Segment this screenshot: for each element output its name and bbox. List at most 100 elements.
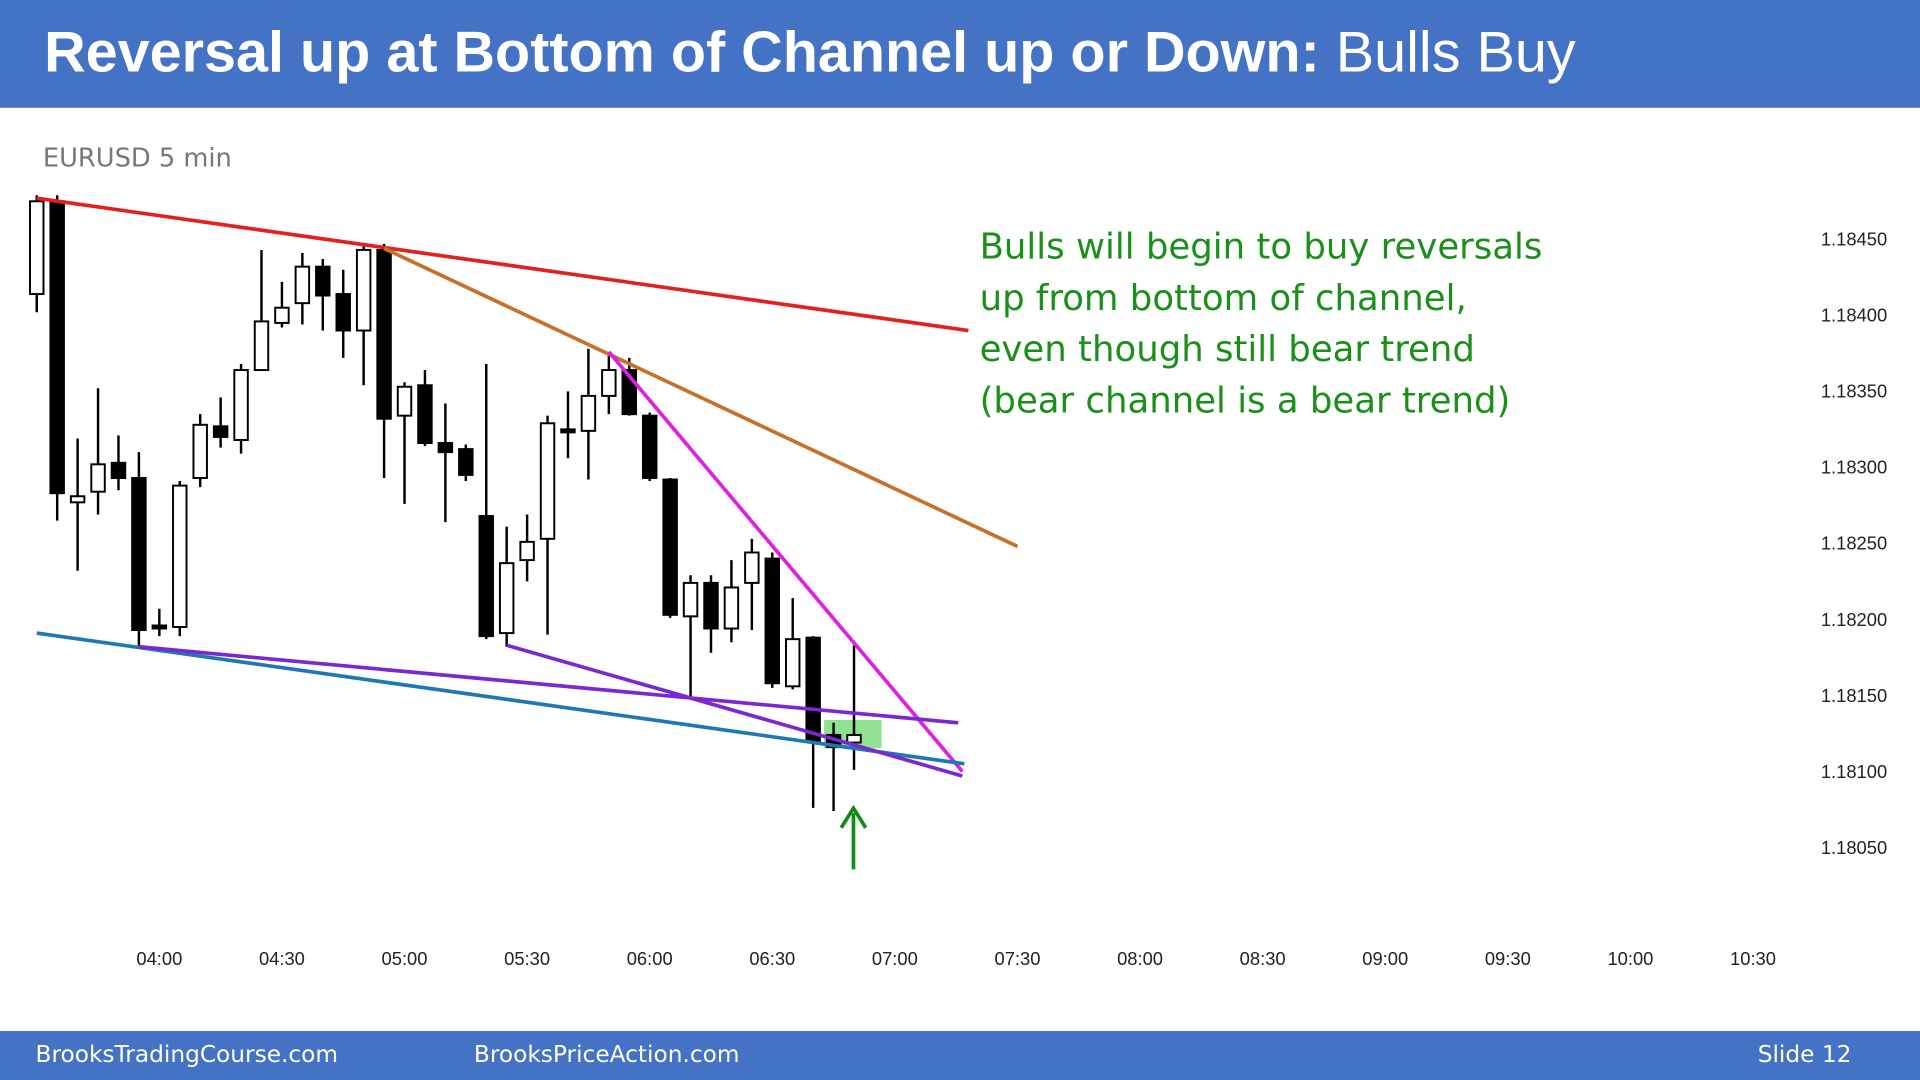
trend-line [383, 246, 1019, 549]
x-tick-label: 05:30 [504, 948, 550, 969]
candle [682, 575, 699, 699]
candle [151, 608, 168, 637]
x-tick-label: 09:30 [1485, 948, 1531, 969]
trend-line [36, 196, 969, 333]
x-tick-label: 09:00 [1362, 948, 1408, 969]
y-tick-label: 1.18300 [1821, 457, 1887, 478]
candle-body [478, 515, 494, 638]
candle [478, 363, 494, 640]
candle [764, 552, 781, 688]
y-tick-label: 1.18450 [1821, 229, 1887, 250]
x-tick-label: 06:00 [627, 948, 673, 969]
candle-body [294, 265, 311, 305]
candle [519, 514, 535, 582]
candle-body [131, 477, 147, 632]
annotation-line: even though still bear trend [980, 329, 1475, 370]
candle-body [192, 423, 208, 479]
x-tick-label: 05:00 [382, 948, 428, 969]
candle-body [437, 442, 454, 454]
candle-body [417, 384, 433, 445]
candle-body [90, 463, 106, 493]
trend-line [138, 644, 959, 725]
x-tick-label: 10:00 [1607, 948, 1653, 969]
candle [110, 435, 127, 491]
candle-body [69, 495, 86, 504]
candle [212, 397, 229, 448]
candle [498, 526, 515, 647]
candle [315, 259, 331, 331]
candle [437, 403, 454, 523]
candle [233, 363, 249, 454]
candle-body [560, 428, 576, 434]
candle [580, 348, 597, 480]
candle-body [662, 478, 678, 616]
candle [253, 249, 270, 372]
candle [396, 382, 413, 504]
y-tick-label: 1.18100 [1821, 761, 1887, 782]
x-tick-label: 10:30 [1730, 948, 1776, 969]
candle [49, 195, 65, 521]
candle [723, 560, 740, 643]
candle [744, 538, 760, 631]
candle-body [723, 586, 740, 630]
candle-body [110, 461, 127, 479]
trend-line [36, 631, 965, 766]
y-tick-label: 1.18200 [1821, 609, 1887, 630]
candle [355, 243, 372, 386]
x-tick-label: 04:30 [259, 948, 305, 969]
candle-body [539, 422, 556, 540]
candle [417, 370, 433, 447]
slide-title: Reversal up at Bottom of Channel up or D… [44, 21, 1576, 85]
x-tick-label: 08:30 [1240, 948, 1286, 969]
candle [90, 388, 106, 515]
candle-body [703, 581, 719, 630]
title-bold: Reversal up at Bottom of Channel up or D… [44, 21, 1320, 85]
title-normal: Bulls Buy [1336, 21, 1576, 85]
y-tick-label: 1.18150 [1821, 685, 1887, 706]
candle [294, 252, 311, 325]
candle [805, 636, 821, 808]
candle-body [253, 320, 270, 372]
candle [785, 598, 801, 690]
candle-body [498, 562, 515, 635]
candle-body [172, 484, 188, 628]
candle-body [458, 448, 474, 476]
candle-body [846, 733, 862, 744]
candle-body [396, 385, 413, 417]
candle [131, 452, 147, 647]
candle-body [233, 369, 249, 441]
candle [29, 195, 45, 313]
candle [172, 481, 188, 637]
candle-body [29, 200, 45, 296]
candle-body [805, 636, 821, 743]
annotation-line: Bulls will begin to buy reversals [980, 226, 1543, 267]
footer-left: BrooksTradingCourse.com [36, 1041, 339, 1068]
x-tick-label: 04:00 [136, 948, 182, 969]
candle-body [335, 293, 351, 332]
arrow-head [839, 804, 868, 829]
candle [539, 415, 556, 635]
candle-body [315, 265, 331, 297]
footer-center: BrooksPriceAction.com [474, 1041, 740, 1068]
candle-body [376, 248, 392, 420]
header-band [0, 0, 1920, 108]
candle-body [212, 425, 229, 438]
candle-body [764, 557, 781, 685]
candle [192, 414, 208, 488]
arrow [839, 804, 868, 870]
candle [274, 281, 290, 328]
slide-number: Slide 12 [1758, 1041, 1852, 1068]
footer-band [0, 1031, 1920, 1080]
candle-body [601, 369, 617, 397]
candle [335, 269, 351, 358]
annotation-line: (bear channel is a bear trend) [980, 381, 1511, 422]
candle-body [49, 200, 65, 495]
candle-body [519, 540, 535, 562]
candle [846, 645, 862, 770]
x-tick-label: 07:30 [994, 948, 1040, 969]
candle-body [744, 551, 760, 584]
candle [662, 478, 678, 618]
candle-body [355, 248, 372, 332]
candle [376, 243, 392, 479]
